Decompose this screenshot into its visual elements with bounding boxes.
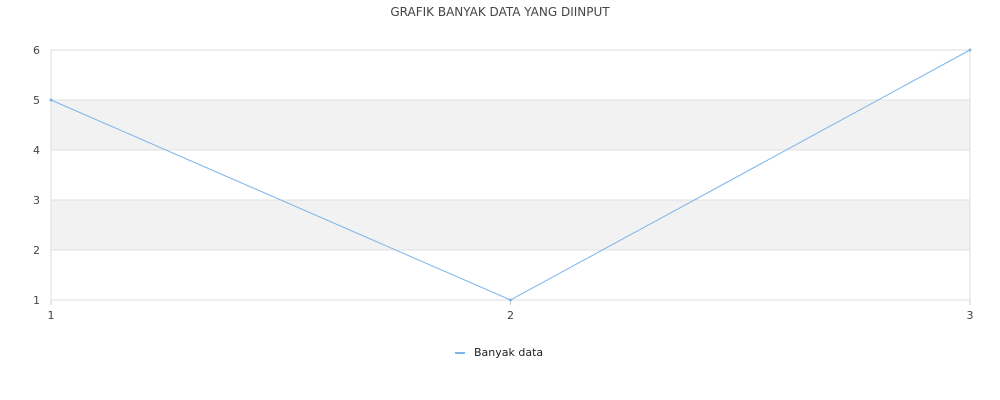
x-tick-label: 1 (48, 309, 55, 322)
y-tick-label: 4 (33, 144, 40, 157)
x-tick-label: 3 (967, 309, 974, 322)
y-tick-label: 1 (33, 294, 40, 307)
plot-bands (51, 100, 970, 250)
plot-grid (51, 49, 970, 301)
data-point[interactable] (968, 48, 972, 52)
series-line (50, 49, 971, 301)
x-tick-label: 2 (507, 309, 514, 322)
plot-frame (50, 49, 971, 301)
plot-band (51, 100, 970, 150)
y-tick-label: 6 (33, 44, 40, 57)
legend[interactable]: Banyak data (455, 346, 543, 359)
y-axis: 1 2 3 4 5 6 (33, 44, 40, 307)
y-tick-label: 5 (33, 94, 40, 107)
plot-band (51, 200, 970, 250)
legend-label[interactable]: Banyak data (474, 346, 543, 359)
data-point[interactable] (49, 98, 53, 102)
y-tick-label: 3 (33, 194, 40, 207)
y-tick-label: 2 (33, 244, 40, 257)
series-layer (49, 48, 972, 302)
data-point[interactable] (509, 298, 512, 302)
chart-title: GRAFIK BANYAK DATA YANG DIINPUT (390, 5, 610, 19)
x-axis: 1 2 3 (48, 300, 974, 322)
